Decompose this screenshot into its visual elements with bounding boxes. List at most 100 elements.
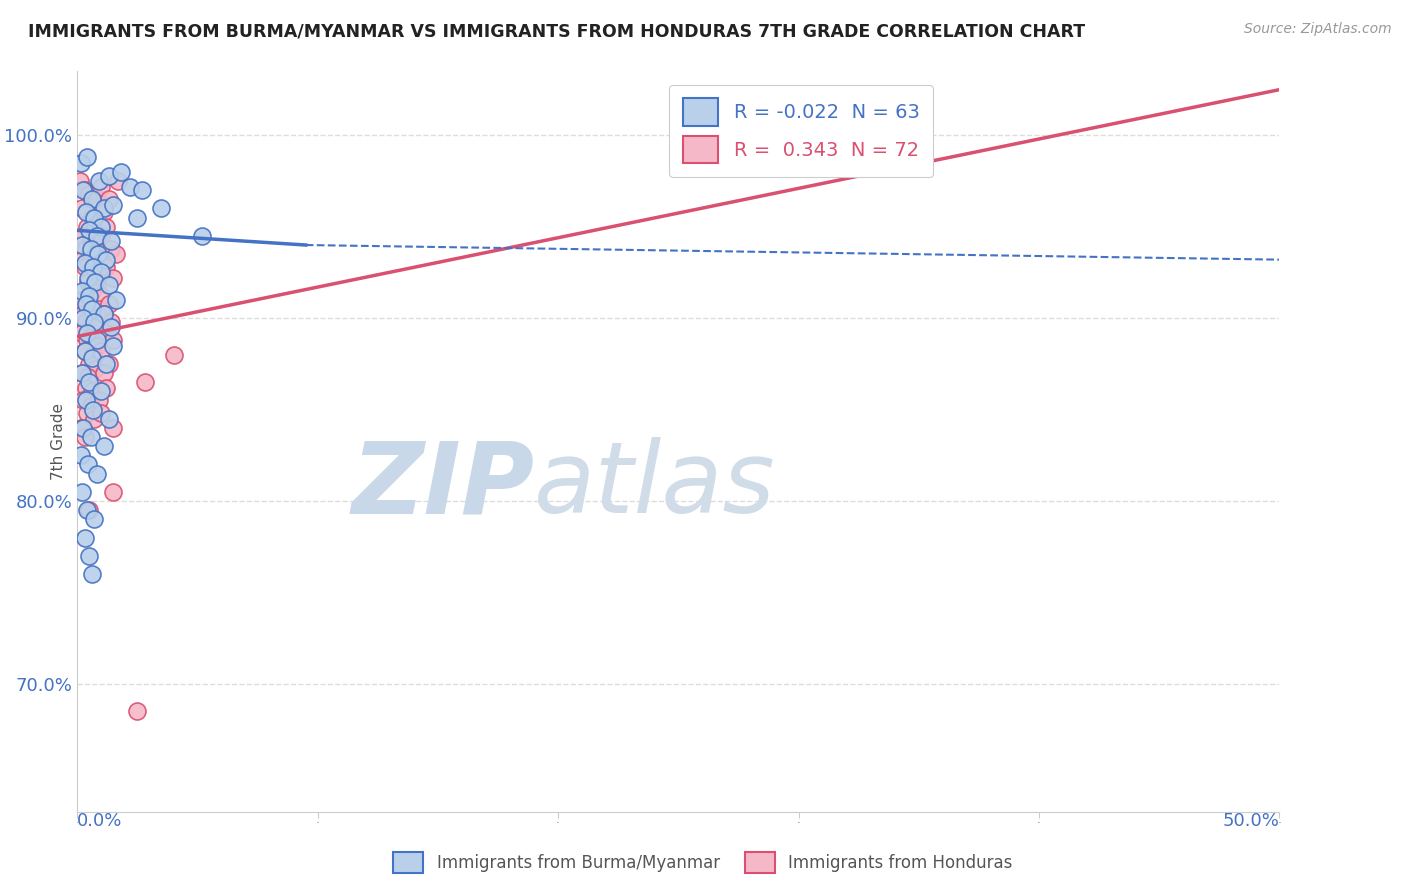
Point xyxy=(82,402,104,417)
Point xyxy=(75,296,97,310)
Point xyxy=(93,308,115,322)
Point xyxy=(100,315,122,329)
Point xyxy=(103,421,125,435)
Point xyxy=(73,531,96,545)
Point xyxy=(73,344,96,359)
Point xyxy=(75,242,97,256)
Point xyxy=(80,192,103,206)
Point xyxy=(84,362,107,376)
Point xyxy=(103,484,125,499)
Point xyxy=(77,275,100,289)
Point xyxy=(72,393,94,408)
Point xyxy=(80,384,103,399)
Point xyxy=(86,228,108,243)
Point xyxy=(80,329,103,343)
Point xyxy=(76,296,98,310)
Point xyxy=(75,381,97,395)
Point xyxy=(120,179,142,194)
Point xyxy=(83,315,105,329)
Point xyxy=(86,338,108,352)
Text: 0.0%: 0.0% xyxy=(77,812,122,830)
Point xyxy=(93,202,115,216)
Point xyxy=(90,384,112,399)
Point xyxy=(75,315,97,329)
Point xyxy=(83,512,105,526)
Point xyxy=(96,252,118,267)
Point xyxy=(70,238,93,252)
Point xyxy=(83,411,105,425)
Point xyxy=(97,192,120,206)
Point xyxy=(96,357,118,371)
Point xyxy=(79,357,101,371)
Point xyxy=(90,344,112,359)
Point xyxy=(103,271,125,285)
Point xyxy=(77,271,100,285)
Point xyxy=(103,333,125,347)
Point xyxy=(127,211,149,225)
Point xyxy=(79,256,101,270)
Point xyxy=(79,235,101,249)
Point xyxy=(90,289,112,303)
Point xyxy=(104,293,127,307)
Point xyxy=(82,348,104,362)
Point xyxy=(79,503,101,517)
Text: atlas: atlas xyxy=(534,437,776,534)
Point xyxy=(70,326,93,340)
Point xyxy=(131,183,153,197)
Point xyxy=(70,202,93,216)
Point xyxy=(80,351,103,366)
Point xyxy=(90,406,112,420)
Point xyxy=(83,211,105,225)
Point xyxy=(83,223,105,237)
Point xyxy=(72,421,94,435)
Point xyxy=(76,333,98,347)
Point xyxy=(76,219,98,234)
Point xyxy=(76,326,98,340)
Point xyxy=(70,366,93,380)
Point xyxy=(103,338,125,352)
Point xyxy=(80,211,103,225)
Legend: Immigrants from Burma/Myanmar, Immigrants from Honduras: Immigrants from Burma/Myanmar, Immigrant… xyxy=(387,846,1019,880)
Point xyxy=(86,333,108,347)
Point xyxy=(82,260,104,274)
Point xyxy=(75,205,97,219)
Point xyxy=(100,320,122,334)
Point xyxy=(150,202,173,216)
Point xyxy=(70,421,93,435)
Point xyxy=(103,198,125,212)
Point xyxy=(76,406,98,420)
Point xyxy=(90,179,112,194)
Point xyxy=(96,381,118,395)
Point xyxy=(70,366,93,380)
Point xyxy=(86,467,108,481)
Point xyxy=(72,308,94,322)
Point xyxy=(90,219,112,234)
Point xyxy=(93,439,115,453)
Point xyxy=(87,301,110,316)
Point xyxy=(97,411,120,425)
Text: ZIP: ZIP xyxy=(352,437,534,534)
Text: Source: ZipAtlas.com: Source: ZipAtlas.com xyxy=(1244,22,1392,37)
Point xyxy=(162,348,184,362)
Point xyxy=(97,296,120,310)
Point xyxy=(110,165,132,179)
Point xyxy=(87,393,110,408)
Legend: R = -0.022  N = 63, R =  0.343  N = 72: R = -0.022 N = 63, R = 0.343 N = 72 xyxy=(669,85,934,177)
Point xyxy=(97,278,120,293)
Point xyxy=(87,247,110,261)
Point xyxy=(70,484,93,499)
Point xyxy=(79,186,101,201)
Text: IMMIGRANTS FROM BURMA/MYANMAR VS IMMIGRANTS FROM HONDURAS 7TH GRADE CORRELATION : IMMIGRANTS FROM BURMA/MYANMAR VS IMMIGRA… xyxy=(28,22,1085,40)
Point xyxy=(79,311,101,326)
Point xyxy=(96,260,118,274)
Point xyxy=(79,223,101,237)
Point xyxy=(75,393,97,408)
Point xyxy=(79,375,101,389)
Point xyxy=(72,183,94,197)
Point xyxy=(73,183,96,197)
Point xyxy=(80,301,103,316)
Point xyxy=(104,247,127,261)
Point xyxy=(70,252,93,267)
Y-axis label: 7th Grade: 7th Grade xyxy=(51,403,66,480)
Point xyxy=(107,174,129,188)
